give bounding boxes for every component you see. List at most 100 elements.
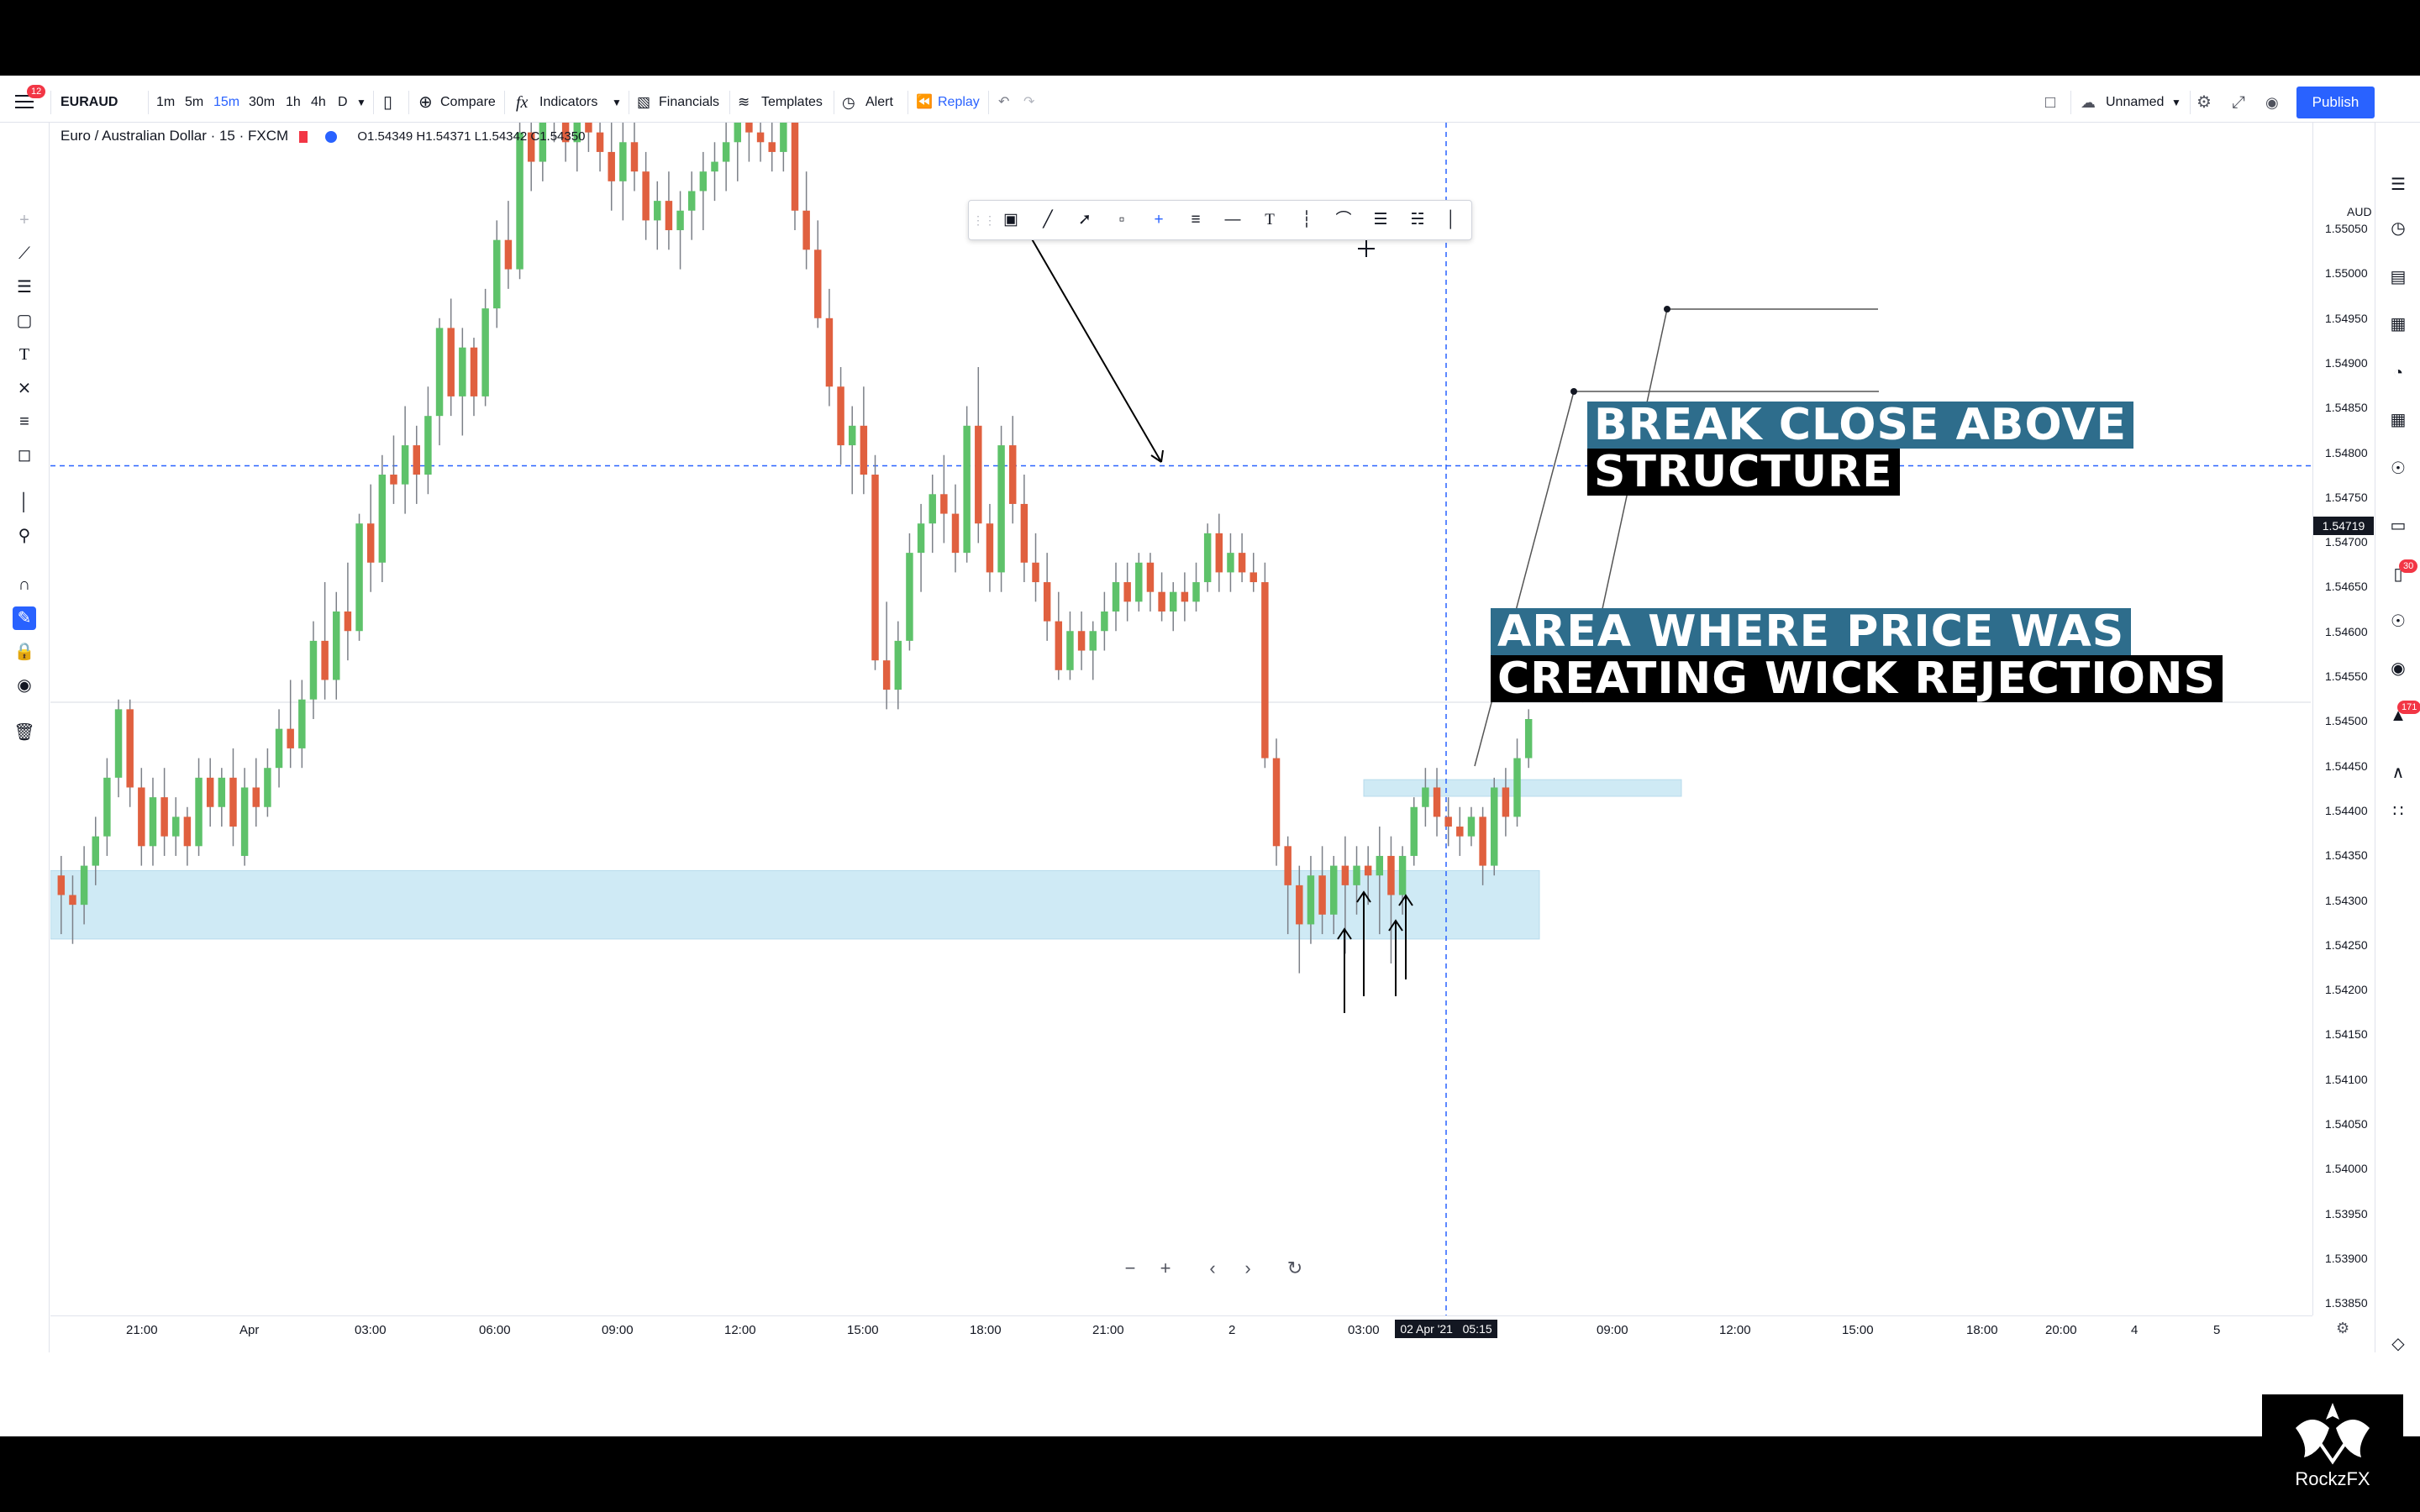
time-axis[interactable]: 21:00 Apr 03:00 06:00 09:00 12:00 15:00 18:00 21… bbox=[50, 1315, 2349, 1341]
bearish-candle bbox=[1261, 582, 1269, 759]
bullish-candle bbox=[309, 640, 318, 700]
flag-icon[interactable] bbox=[298, 130, 308, 143]
interval-15m[interactable]: 15m bbox=[213, 95, 240, 109]
layout-square-icon[interactable]: □ bbox=[2045, 93, 2056, 112]
zoom-out-icon[interactable]: − bbox=[1124, 1257, 1136, 1278]
chat-icon[interactable]: ▭ bbox=[2390, 517, 2407, 535]
collapse-chevron-icon[interactable]: ∧ bbox=[2391, 764, 2405, 782]
pattern-icon[interactable]: ⨯ bbox=[17, 379, 32, 397]
prediction-icon[interactable]: ≡ bbox=[19, 412, 29, 431]
redo-icon[interactable]: ↷ bbox=[1023, 95, 1035, 109]
eye-icon[interactable]: ◉ bbox=[17, 676, 32, 695]
scroll-right-icon[interactable]: › bbox=[1244, 1257, 1251, 1278]
lightbulb-icon[interactable]: ☉ bbox=[2391, 612, 2406, 631]
bearish-candle bbox=[390, 475, 397, 485]
undo-icon[interactable]: ↶ bbox=[998, 95, 1010, 109]
replay-icon[interactable]: ⏪ bbox=[916, 95, 933, 109]
time-tick: 03:00 bbox=[355, 1323, 387, 1337]
parallel-channel-tool-icon[interactable]: ☰ bbox=[1373, 211, 1388, 228]
arc-tool-icon[interactable]: ⌒ bbox=[1335, 211, 1352, 228]
gear-icon[interactable]: ⚙ bbox=[2196, 93, 2212, 112]
layers-icon[interactable]: ◇ bbox=[2391, 1335, 2405, 1353]
date-range-tool-icon[interactable]: ┆ bbox=[1302, 211, 1312, 228]
shapes-icon[interactable]: ◻ bbox=[17, 446, 32, 465]
alert-button[interactable]: Alert bbox=[865, 95, 893, 109]
interval-30m[interactable]: 30m bbox=[249, 95, 276, 109]
hotlist-icon[interactable]: ◔ bbox=[2392, 364, 2404, 382]
interval-4h[interactable]: 4h bbox=[311, 95, 326, 109]
compare-button[interactable]: Compare bbox=[440, 95, 496, 109]
bullish-candle bbox=[894, 640, 902, 690]
horizontal-ray-tool-icon[interactable]: — bbox=[1224, 211, 1241, 228]
pitchfork-icon[interactable]: ☰ bbox=[17, 278, 32, 297]
price-tick: 1.54000 bbox=[2325, 1162, 2368, 1176]
chevron-down-icon[interactable]: ▼ bbox=[356, 97, 366, 108]
streams-icon[interactable]: ◉ bbox=[2391, 659, 2406, 678]
news-icon[interactable]: ▦ bbox=[2390, 315, 2407, 333]
drag-handle-icon[interactable]: ⋮⋮ bbox=[972, 213, 996, 227]
compare-plus-icon[interactable]: ⊕ bbox=[418, 93, 433, 112]
publish-button[interactable]: Publish bbox=[2296, 87, 2375, 118]
fullscreen-icon[interactable]: ⤢ bbox=[2232, 93, 2245, 112]
data-window-icon[interactable]: ▤ bbox=[2390, 268, 2407, 286]
price-chart[interactable] bbox=[50, 123, 2311, 1315]
magnet-icon[interactable]: ∩ bbox=[18, 575, 31, 594]
interval-d[interactable]: D bbox=[338, 95, 348, 109]
financials-icon[interactable]: ▧ bbox=[637, 94, 651, 110]
ruler-icon[interactable]: │ bbox=[18, 493, 30, 512]
rectangle-icon[interactable]: ▢ bbox=[16, 312, 33, 330]
candles-style-icon[interactable]: ▯ bbox=[383, 93, 393, 112]
ideas-lightbulb-icon[interactable]: ☉ bbox=[2391, 459, 2406, 478]
vertical-line-tool-icon[interactable]: │ bbox=[1446, 211, 1456, 228]
trendline-tool-icon[interactable]: ╱ bbox=[1043, 211, 1053, 228]
axis-settings-gear-icon[interactable]: ⚙ bbox=[2336, 1320, 2350, 1336]
chevron-down-icon[interactable]: ▼ bbox=[612, 97, 622, 108]
regression-tool-icon[interactable]: ☵ bbox=[1410, 211, 1425, 228]
indicators-button[interactable]: Indicators bbox=[539, 95, 598, 109]
indicators-fx-icon[interactable]: fx bbox=[516, 93, 529, 112]
messages-icon[interactable]: ▯ bbox=[2393, 565, 2403, 584]
cloud-icon[interactable]: ☁ bbox=[2081, 94, 2096, 111]
templates-icon[interactable]: ≋ bbox=[738, 94, 750, 110]
callout-tool-icon[interactable]: ▫ bbox=[1118, 211, 1125, 228]
lock-icon[interactable]: 🔒 bbox=[13, 643, 35, 661]
trendline-icon[interactable]: ⟋ bbox=[18, 244, 30, 263]
text-icon[interactable]: T bbox=[18, 345, 30, 364]
bearish-candle bbox=[768, 142, 776, 152]
camera-icon[interactable]: ◉ bbox=[2265, 94, 2279, 111]
cross-line-tool-icon[interactable]: + bbox=[1154, 211, 1164, 228]
object-tree-icon[interactable]: ∷ bbox=[2392, 802, 2404, 821]
tradingview-app bbox=[0, 76, 2420, 1436]
bearish-candle bbox=[344, 611, 352, 632]
replay-button[interactable]: Replay bbox=[938, 95, 980, 109]
financials-button[interactable]: Financials bbox=[659, 95, 720, 109]
menu-icon[interactable] bbox=[15, 95, 34, 110]
chevron-down-icon[interactable]: ▼ bbox=[2171, 97, 2181, 108]
symbol-search[interactable]: EURAUD bbox=[60, 95, 118, 109]
ray-tool-icon[interactable]: ➚ bbox=[1078, 211, 1092, 228]
trash-icon[interactable]: 🗑 bbox=[13, 723, 35, 742]
interval-1m[interactable]: 1m bbox=[156, 95, 176, 109]
templates-button[interactable]: Templates bbox=[761, 95, 823, 109]
interval-5m[interactable]: 5m bbox=[185, 95, 204, 109]
fib-tool-icon[interactable]: ≡ bbox=[1191, 211, 1201, 228]
layout-name[interactable]: Unnamed bbox=[2106, 95, 2165, 109]
bullish-candle bbox=[1112, 582, 1120, 612]
text-tool-icon[interactable]: T bbox=[1265, 211, 1275, 228]
zoom-icon[interactable]: ⚲ bbox=[18, 527, 31, 545]
watchlist-icon[interactable]: ☰ bbox=[2391, 176, 2406, 194]
scroll-left-icon[interactable]: ‹ bbox=[1209, 1257, 1216, 1278]
stay-in-drawing-mode-icon[interactable]: ✎ bbox=[13, 606, 36, 630]
price-axis[interactable]: AUD 1.55050 1.55000 1.54950 1.54900 1.54850 1… bbox=[2312, 123, 2374, 1315]
alert-clock-icon[interactable]: ◷ bbox=[842, 94, 855, 111]
calendar-icon[interactable]: ▦ bbox=[2390, 411, 2407, 429]
bullish-candle bbox=[573, 123, 581, 143]
alarm-clock-icon[interactable]: ◷ bbox=[2391, 219, 2406, 238]
crosshair-icon[interactable]: + bbox=[19, 211, 29, 229]
reset-chart-icon[interactable]: ↻ bbox=[1286, 1257, 1303, 1278]
rectangle-tool-icon[interactable]: ▣ bbox=[1003, 211, 1018, 228]
price-tick: 1.54800 bbox=[2325, 445, 2368, 459]
bullish-candle bbox=[1203, 533, 1212, 583]
interval-1h[interactable]: 1h bbox=[286, 95, 301, 109]
zoom-in-icon[interactable]: + bbox=[1160, 1257, 1171, 1278]
